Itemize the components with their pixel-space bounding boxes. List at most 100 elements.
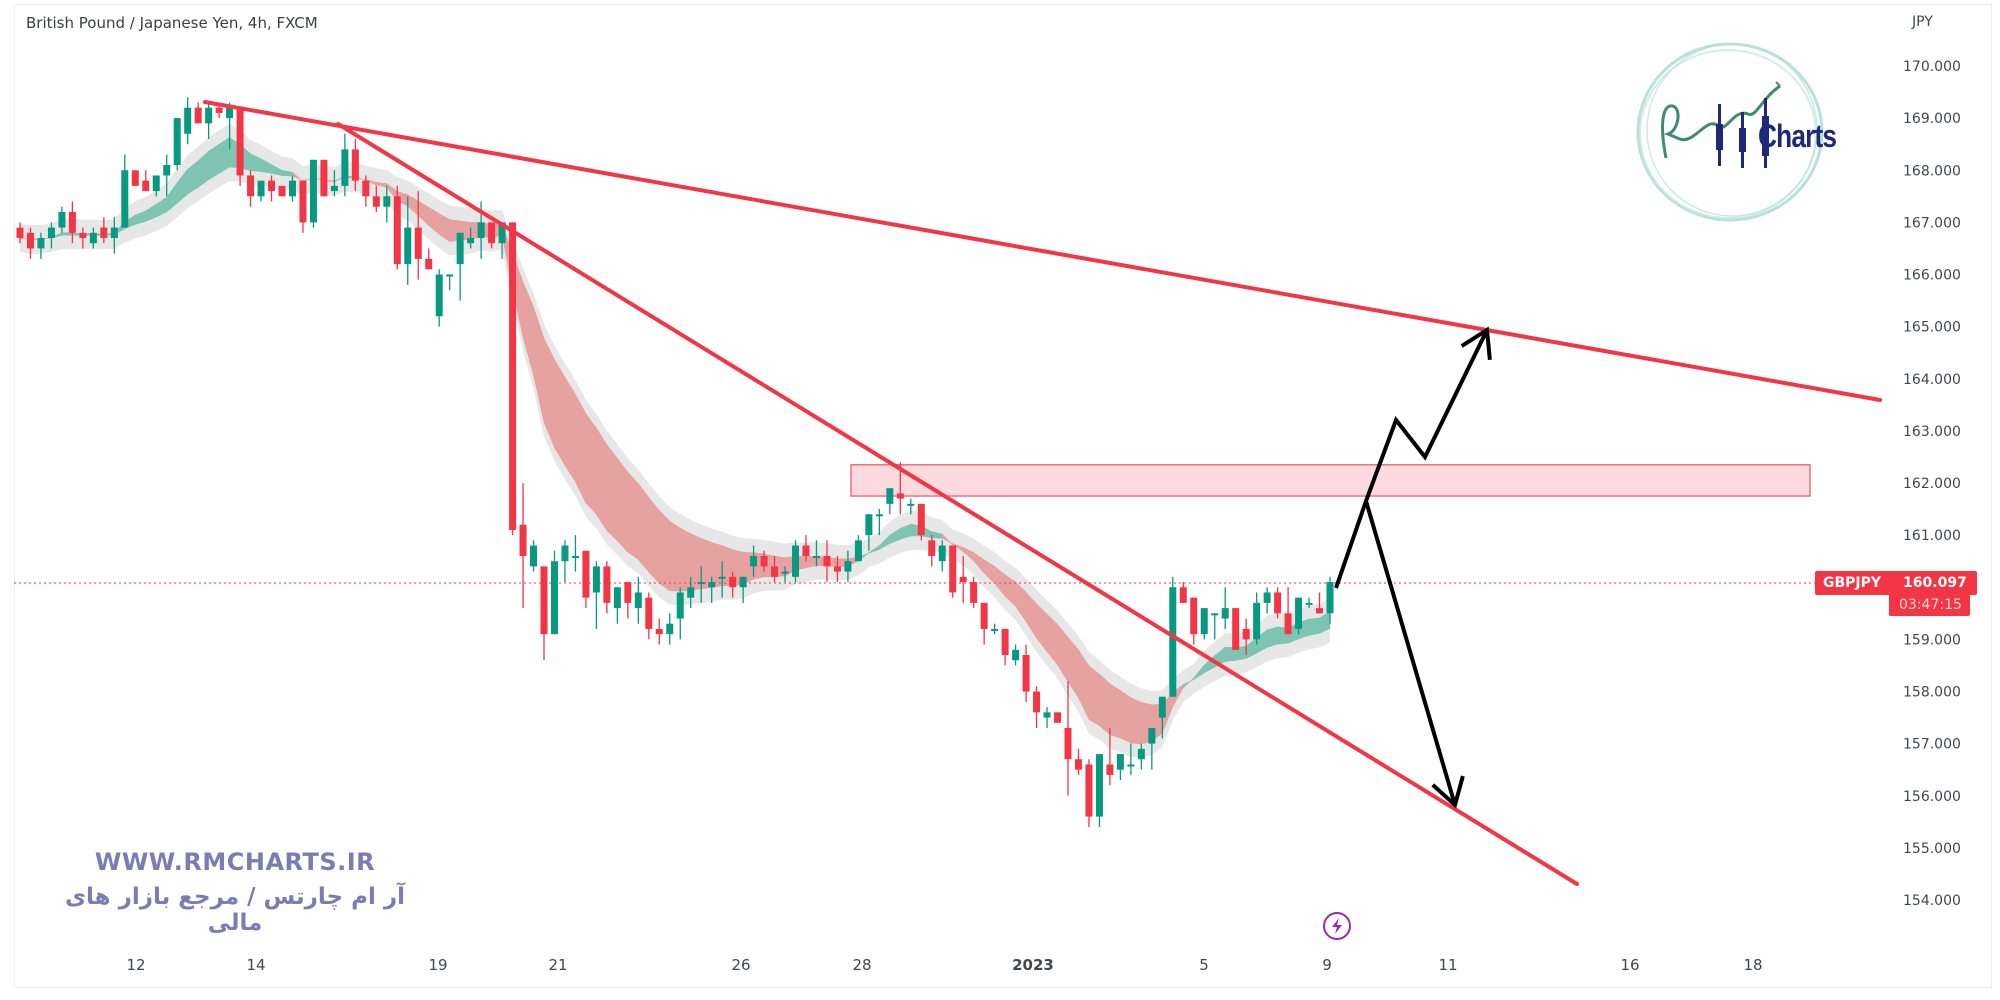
candle-body (991, 628, 999, 631)
candle (676, 587, 684, 640)
ribbon-segment (218, 137, 230, 174)
candle (320, 159, 328, 197)
candle (1316, 592, 1324, 614)
candle-body (268, 180, 276, 192)
bearish-scenario-path[interactable] (1364, 500, 1457, 806)
candle-body (467, 238, 475, 244)
ribbon-segment (711, 542, 723, 588)
candle-body (582, 550, 590, 598)
candle (823, 540, 831, 583)
candle-body (655, 628, 663, 635)
candle (708, 576, 716, 603)
candle-body (823, 555, 831, 567)
ribbon-segment (658, 509, 671, 592)
projection-arrows[interactable] (1334, 326, 1492, 809)
candle-body (980, 602, 988, 629)
candle (792, 540, 800, 583)
price-axis[interactable]: JPY 170.000 169.000 168.000 167.000 166.000 16… (1903, 14, 1961, 909)
candle (666, 613, 674, 645)
candle (341, 133, 349, 197)
chart-title: British Pound / Japanese Yen, 4h, FXCM (26, 14, 318, 32)
candle (1085, 759, 1093, 828)
candle-body (802, 545, 810, 556)
candle (1190, 597, 1198, 645)
candle (634, 576, 642, 624)
candle-body (1085, 764, 1093, 817)
resistance-zone-rect[interactable] (850, 464, 1811, 497)
watermark-tagline: آر ام چارتس / مرجع بازار های مالی (64, 884, 406, 936)
candle (1127, 743, 1135, 775)
candle-body (1033, 691, 1041, 713)
watermark: WWW.RMCHARTS.IR آر ام چارتس / مرجع بازار… (50, 848, 420, 936)
candle-body (446, 274, 454, 277)
ribbon-segment (617, 457, 629, 553)
candle-body (1095, 754, 1103, 817)
candle-body (645, 597, 653, 629)
candle (561, 540, 569, 583)
candle (362, 175, 370, 207)
candle (268, 175, 276, 202)
candle-body (1064, 727, 1072, 760)
candle-body (236, 107, 244, 176)
arrowhead-icon (1460, 326, 1492, 361)
candle-body (89, 232, 97, 244)
candle (414, 191, 422, 280)
candle (1106, 727, 1114, 786)
candle (1242, 618, 1250, 656)
candle-body (425, 258, 433, 270)
ribbon-segment (1109, 683, 1121, 739)
candle-body (299, 180, 307, 223)
time-tick-label: 2023 (1012, 956, 1054, 974)
time-axis[interactable]: 12 14 19 21 26 28 2023 5 9 11 16 18 (126, 956, 1762, 974)
candle-body (718, 576, 726, 579)
candle-body (760, 555, 768, 567)
candle-body (184, 107, 192, 134)
ribbon-segment (1266, 626, 1278, 648)
candle (488, 222, 496, 249)
candle (1326, 576, 1334, 624)
candle (226, 102, 234, 150)
price-tick-label: 169.000 (1903, 111, 1961, 127)
candle-body (603, 566, 611, 603)
candle-body (1169, 587, 1177, 697)
candle-body (477, 222, 485, 239)
time-tick-label: 5 (1199, 956, 1209, 974)
trendlines[interactable] (203, 100, 1882, 886)
bullish-scenario-path[interactable] (1334, 329, 1489, 589)
price-tick-label: 164.000 (1903, 372, 1961, 388)
candle (833, 555, 841, 583)
candle (1200, 608, 1208, 640)
resistance-zone[interactable] (850, 464, 1811, 497)
candle-body (226, 107, 234, 119)
candle (184, 97, 192, 145)
ribbon-segment (1308, 617, 1320, 636)
candle (37, 232, 45, 259)
candle-body (1158, 696, 1166, 718)
candle-body (928, 540, 936, 556)
ribbon-segment (596, 427, 608, 532)
candle-body (194, 107, 202, 124)
candle-body (1127, 764, 1135, 767)
lightning-icon[interactable] (1323, 912, 1351, 940)
candle (1022, 644, 1030, 702)
upper-resistance-trendline[interactable] (203, 100, 1882, 402)
candle (718, 561, 726, 598)
steep-resistance-trendline[interactable] (336, 122, 1579, 886)
candle (425, 248, 433, 270)
ribbon-segment (690, 533, 702, 591)
candle-body (1179, 587, 1187, 603)
candle (1095, 754, 1103, 828)
price-tick-label: 154.000 (1903, 893, 1961, 909)
candle (257, 180, 265, 202)
candle-body (561, 545, 569, 562)
candle-body (1274, 592, 1282, 614)
candle-body (330, 185, 338, 192)
price-tick-label: 166.000 (1903, 268, 1961, 284)
candle-body (781, 571, 789, 574)
candle-body (1263, 592, 1271, 603)
time-tick-label: 12 (126, 956, 145, 974)
candle (1221, 587, 1229, 629)
candle (550, 550, 558, 635)
candle (540, 566, 548, 661)
